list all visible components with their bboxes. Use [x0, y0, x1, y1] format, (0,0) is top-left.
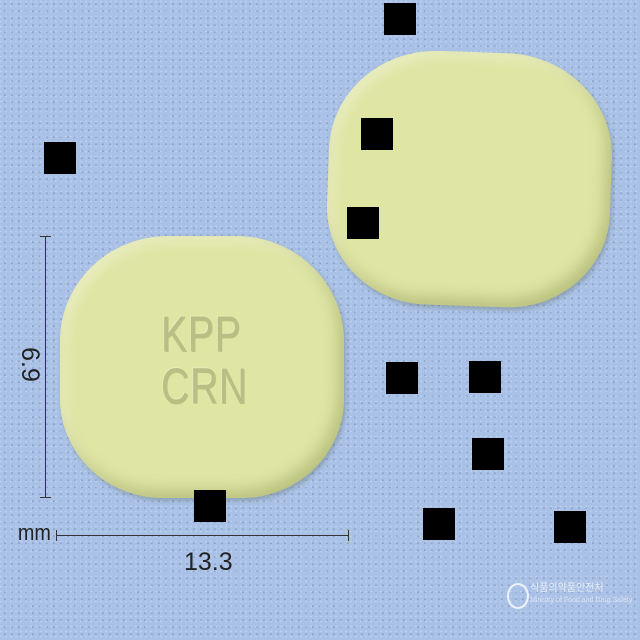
imprint-line-1: KPP — [161, 306, 242, 362]
tablet-back-view — [323, 47, 616, 311]
watermark-title: 식품의약품안전처 — [530, 583, 604, 594]
redaction-square — [423, 508, 455, 540]
redaction-square — [554, 511, 586, 543]
tablet-imprint: KPP CRN — [161, 306, 248, 414]
width-label: 13.3 — [184, 548, 233, 576]
redaction-square — [384, 3, 416, 35]
redaction-square — [469, 361, 501, 393]
redaction-square — [472, 438, 504, 470]
ministry-logo-icon — [507, 583, 529, 609]
height-ruler — [40, 236, 51, 498]
imprint-line-2: CRN — [161, 358, 248, 414]
redaction-square — [347, 207, 379, 239]
redaction-square — [386, 362, 418, 394]
redaction-square — [194, 490, 226, 522]
width-ruler — [56, 530, 349, 541]
redaction-square — [44, 142, 76, 174]
watermark: 식품의약품안전처 Ministry of Food and Drug Safet… — [530, 583, 632, 607]
tablet-front-view — [60, 236, 344, 498]
watermark-subtitle: Ministry of Food and Drug Safety — [530, 597, 633, 604]
height-label: 6.9 — [15, 347, 44, 382]
unit-label: mm — [17, 520, 51, 545]
redaction-square — [361, 118, 393, 150]
